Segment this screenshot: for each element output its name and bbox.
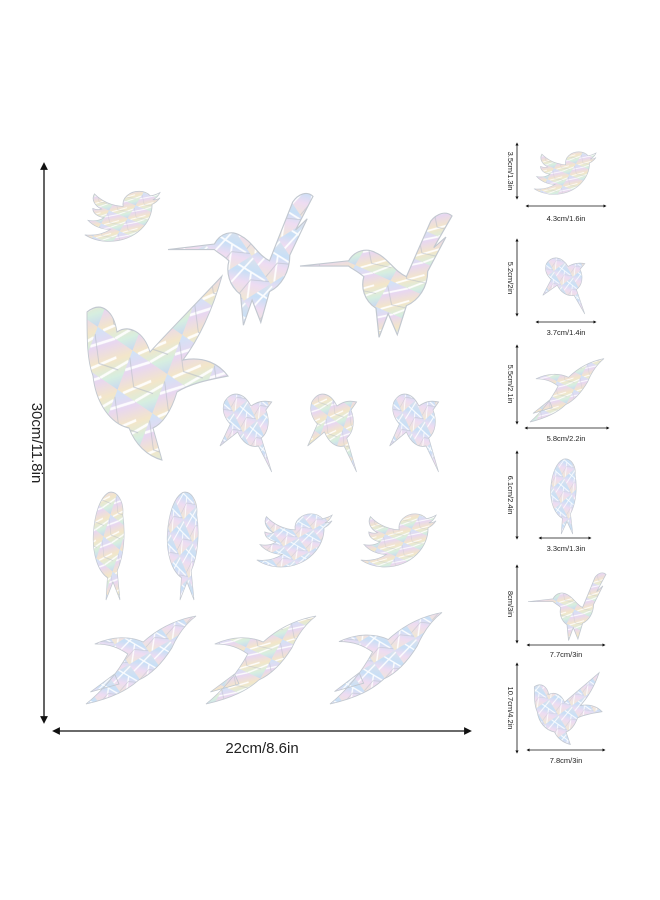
sheet-width-label: 22cm/8.6in [225,740,298,757]
twitter-bird-height-label: 3.5cm/1.3in [506,152,515,191]
sheet-parrot-2 [166,491,199,601]
sheet-hummingbird-2 [299,212,453,339]
sheet-perch-bird-3 [389,393,440,473]
sheet-twitter-bird-2 [256,513,333,568]
sheet-height-dimension: 30cm/11.8in [28,162,48,724]
dove-height-label: 10.7cm/4.2in [506,687,515,730]
small-bird-width-label: 3.7cm/1.4in [547,328,586,337]
size-item-swallow: 5.5cm/2.1in 5.8cm/2.2in [506,344,610,443]
size-guide: 3.5cm/1.3in 4.3cm/1.6in 5.2cm/2in 3.7cm/… [506,142,610,765]
sticker-sheet [84,190,453,705]
sheet-twitter-bird-3 [360,513,437,568]
sheet-perch-bird-2 [307,393,358,473]
swallow-height-label: 5.5cm/2.1in [506,365,515,404]
sheet-swallow-2 [205,615,317,705]
hummingbird-width-label: 7.7cm/3in [550,650,583,659]
size-item-hummingbird: 8cm/3in 7.7cm/3in [506,564,607,659]
sheet-dove [86,275,229,461]
dove-width-label: 7.8cm/3in [550,756,583,765]
sheet-width-dimension: 22cm/8.6in [52,727,472,757]
parrot-height-label: 6.1cm/2.4in [506,476,515,515]
sheet-twitter-bird [84,190,161,242]
size-item-small-bird: 5.2cm/2in 3.7cm/1.4in [506,238,597,337]
sheet-perch-bird-1 [219,393,273,473]
size-item-dove: 10.7cm/4.2in 7.8cm/3in [506,662,606,765]
twitter-bird-width-label: 4.3cm/1.6in [547,214,586,223]
parrot-width-label: 3.3cm/1.3in [547,544,586,553]
size-item-parrot: 6.1cm/2.4in 3.3cm/1.3in [506,450,592,553]
sheet-height-label: 30cm/11.8in [28,403,45,484]
sheet-swallow-1 [85,615,197,705]
swallow-width-label: 5.8cm/2.2in [547,434,586,443]
small-bird-height-label: 5.2cm/2in [506,262,515,295]
sheet-parrot-1 [92,491,125,601]
sheet-hummingbird-1 [167,192,314,326]
sheet-swallow-3 [329,611,443,705]
size-item-twitter-bird: 3.5cm/1.3in 4.3cm/1.6in [506,142,607,223]
hummingbird-height-label: 8cm/3in [506,591,515,617]
